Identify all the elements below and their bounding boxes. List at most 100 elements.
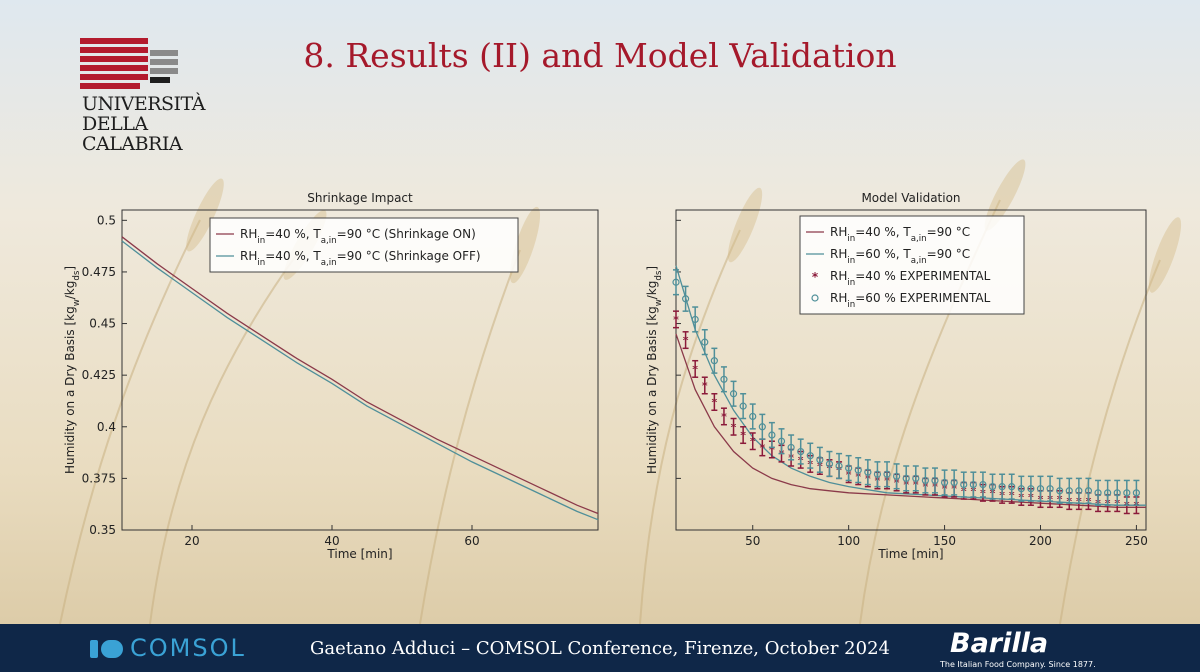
legend-label: RHin=60 % EXPERIMENTAL (830, 291, 991, 310)
data-point: * (692, 363, 698, 376)
data-point (854, 466, 862, 474)
university-logo-mark (80, 38, 178, 89)
data-point (940, 478, 949, 487)
legend-box (799, 215, 1025, 315)
data-point (988, 483, 997, 491)
data-point: * (740, 429, 746, 442)
y-tick-label: 0.35 (89, 523, 116, 537)
data-point (1065, 487, 1073, 495)
data-point (1094, 489, 1102, 497)
legend-label: RHin=40 %, Ta,in=90 °C (Shrinkage OFF) (240, 249, 481, 268)
data-point (1017, 485, 1025, 493)
x-tick-label: 200 (1029, 534, 1052, 548)
x-tick-label: 150 (933, 534, 956, 548)
data-point (672, 278, 680, 286)
data-point (864, 468, 872, 476)
barilla-tagline: The Italian Food Company. Since 1877. (940, 660, 1096, 669)
data-point (768, 431, 776, 439)
data-point: * (750, 435, 756, 448)
data-point (960, 480, 968, 489)
barilla-logo: Barilla The Italian Food Company. Since … (940, 628, 1096, 672)
data-point: * (759, 441, 765, 454)
data-point (1084, 487, 1093, 495)
series-line (675, 333, 1146, 508)
data-point (1104, 489, 1112, 497)
data-point (710, 357, 718, 365)
data-point (758, 423, 766, 431)
data-point: * (769, 443, 775, 456)
slide-title: 8. Results (II) and Model Validation (303, 36, 897, 75)
data-point (787, 443, 795, 452)
data-point: * (702, 379, 708, 392)
x-tick-label: 50 (745, 534, 760, 548)
data-point (883, 470, 891, 478)
data-point (825, 460, 834, 468)
comsol-logo-icon (90, 640, 123, 658)
data-point: * (711, 396, 717, 409)
data-point (1008, 483, 1016, 491)
y-tick-label: 0.5 (97, 213, 116, 227)
legend-box (209, 217, 519, 273)
shrinkage-impact-chart: Shrinkage Impact 20 40 60 0.35 0.375 0.4 0.425 0… (63, 191, 599, 561)
data-point (902, 474, 910, 482)
data-point (1046, 485, 1054, 493)
footer-text: Gaetano Adduci – COMSOL Conference, Fire… (310, 638, 890, 659)
data-point (797, 447, 805, 456)
legend-swatch (811, 294, 819, 302)
data-point (691, 315, 699, 324)
data-point (806, 452, 814, 460)
x-tick-label: 20 (184, 534, 199, 548)
footer-bar (0, 624, 1200, 672)
university-logo: UNIVERSITÀ DELLA CALABRIA (80, 38, 205, 156)
data-point (681, 295, 690, 303)
data-point (777, 437, 786, 445)
y-tick-label: 0.425 (82, 368, 116, 382)
x-axis-label: Time [min] (326, 547, 392, 561)
data-point: * (673, 313, 679, 326)
legend-label: RHin=40 % EXPERIMENTAL (830, 269, 991, 288)
legend-label: RHin=60 %, Ta,in=90 °C (830, 247, 970, 266)
data-point (701, 338, 709, 346)
data-point (1075, 487, 1083, 495)
data-point (1027, 485, 1035, 493)
comsol-logo-text: COMSOL (130, 634, 246, 662)
data-point (1036, 485, 1045, 493)
x-axis-label: Time [min] (877, 547, 943, 561)
data-point: * (731, 421, 737, 434)
legend-label: RHin=40 %, Ta,in=90 °C (Shrinkage ON) (240, 227, 476, 246)
data-point (749, 412, 757, 421)
barilla-logo-text: Barilla (950, 628, 1049, 659)
data-point (969, 480, 977, 489)
y-axis-label: Humidity on a Dry Basis [kgw/kgds] (63, 266, 82, 474)
chart-title: Model Validation (861, 191, 960, 205)
data-point (1113, 489, 1121, 497)
university-logo-text: UNIVERSITÀ DELLA CALABRIA (82, 93, 205, 155)
series-line (675, 265, 1146, 506)
legend-label: RHin=40 %, Ta,in=90 °C (830, 225, 970, 244)
data-point (873, 470, 882, 478)
y-tick-label: 0.4 (97, 420, 116, 434)
data-point (816, 456, 824, 464)
y-tick-label: 0.45 (89, 317, 116, 331)
x-tick-label: 100 (837, 534, 860, 548)
legend-swatch: * (812, 270, 819, 284)
x-tick-label: 60 (464, 534, 479, 548)
data-point (921, 476, 929, 485)
wheat-background (59, 159, 1182, 624)
data-point: * (721, 410, 727, 423)
data-point (1132, 489, 1141, 497)
data-point (912, 474, 920, 482)
y-tick-label: 0.375 (82, 471, 116, 485)
data-point (931, 476, 939, 485)
data-point (835, 462, 843, 470)
data-point (893, 472, 901, 480)
data-point: * (683, 334, 689, 347)
x-tick-label: 40 (324, 534, 339, 548)
data-point (729, 390, 738, 398)
data-point (739, 402, 747, 410)
y-tick-label: 0.475 (82, 265, 116, 279)
data-point (979, 480, 987, 489)
plot-frame (121, 209, 599, 531)
data-point (720, 375, 728, 383)
series-line (121, 236, 599, 515)
